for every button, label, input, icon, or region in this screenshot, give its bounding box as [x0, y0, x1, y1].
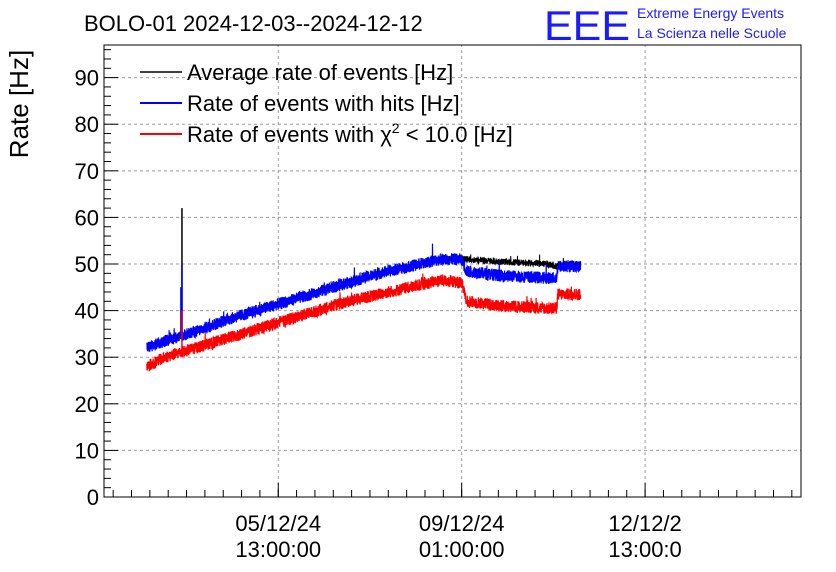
eee-logo: EEE Extreme Energy Events La Scienza nel…	[544, 2, 787, 49]
legend-chi2-sup: 2	[392, 120, 400, 136]
y-tick-label: 10	[75, 438, 99, 463]
chart-title: BOLO-01 2024-12-03--2024-12-12	[84, 11, 423, 36]
y-tick-label: 0	[87, 485, 99, 510]
legend-chi2-symbol: χ	[380, 122, 392, 147]
x-tick-time: 13:00:00	[235, 537, 321, 562]
y-tick-label: 90	[75, 66, 99, 91]
plot-frame	[103, 44, 802, 498]
x-tick-date: 12/12/2	[608, 511, 681, 536]
y-tick-label: 70	[75, 159, 99, 184]
series-layer	[146, 208, 582, 372]
eee-logo-line2: La Scienza nelle Scuole	[637, 25, 787, 41]
legend-chi2-post: < 10.0 [Hz]	[400, 122, 513, 147]
series-line	[146, 273, 582, 372]
eee-logo-line1: Extreme Energy Events	[637, 5, 784, 21]
y-tick-label: 30	[75, 345, 99, 370]
y-tick-label: 40	[75, 299, 99, 324]
y-axis: 0 10 20 30 40 50 60 70 80 90	[75, 49, 118, 510]
legend-label-chi2: Rate of events with χ2 < 10.0 [Hz]	[187, 120, 513, 147]
x-tick-date: 09/12/24	[419, 511, 505, 536]
x-tick-time: 13:00:0	[608, 537, 681, 562]
y-tick-label: 20	[75, 392, 99, 417]
y-axis-label: Rate [Hz]	[4, 50, 34, 158]
x-tick-date: 05/12/24	[235, 511, 321, 536]
series-line	[146, 243, 582, 352]
y-tick-label: 50	[75, 252, 99, 277]
legend-label-average: Average rate of events [Hz]	[187, 60, 453, 85]
plot-area	[104, 45, 801, 497]
y-tick-label: 60	[75, 205, 99, 230]
x-tick-time: 01:00:00	[419, 537, 505, 562]
legend-chi2-pre: Rate of events with	[187, 122, 380, 147]
legend-label-hits: Rate of events with hits [Hz]	[187, 91, 460, 116]
eee-logo-mark: EEE	[544, 2, 630, 49]
legend: Average rate of events [Hz] Rate of even…	[140, 60, 513, 147]
y-tick-label: 80	[75, 112, 99, 137]
